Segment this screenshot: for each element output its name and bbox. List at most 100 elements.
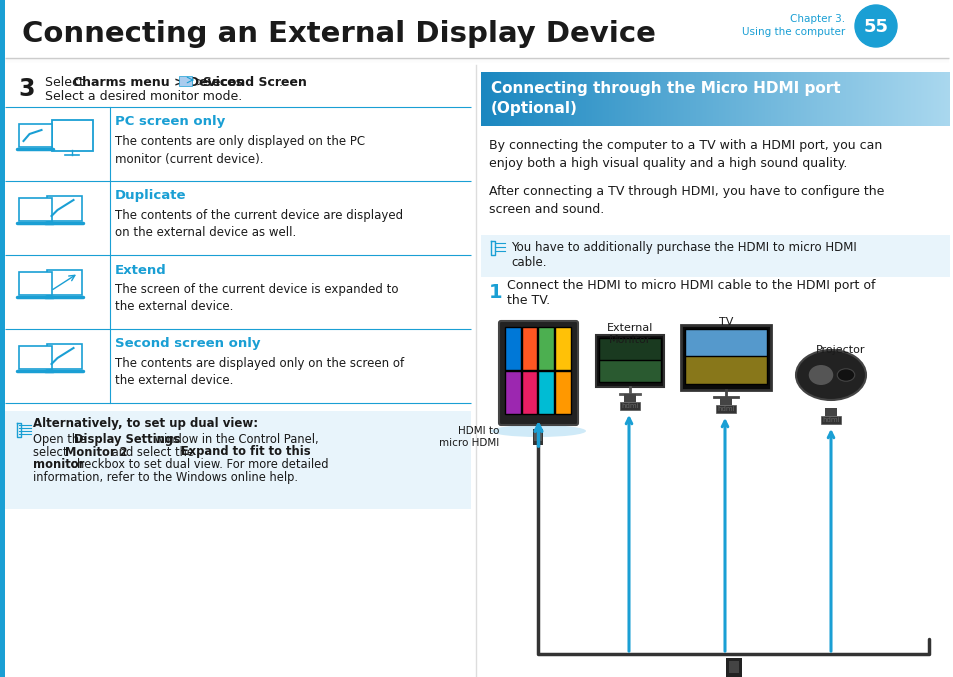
FancyBboxPatch shape — [760, 72, 761, 126]
Text: Connect the HDMI to micro HDMI cable to the HDMI port of: Connect the HDMI to micro HDMI cable to … — [506, 280, 875, 292]
Text: Second screen only: Second screen only — [115, 338, 260, 351]
FancyBboxPatch shape — [491, 72, 492, 126]
FancyBboxPatch shape — [858, 72, 859, 126]
FancyBboxPatch shape — [538, 72, 539, 126]
FancyBboxPatch shape — [767, 72, 768, 126]
FancyBboxPatch shape — [677, 72, 678, 126]
FancyBboxPatch shape — [722, 72, 723, 126]
FancyBboxPatch shape — [595, 72, 596, 126]
FancyBboxPatch shape — [521, 327, 537, 370]
Text: The contents are displayed only on the screen of
the external device.: The contents are displayed only on the s… — [115, 357, 404, 387]
FancyBboxPatch shape — [941, 72, 942, 126]
FancyBboxPatch shape — [586, 72, 587, 126]
FancyBboxPatch shape — [730, 72, 731, 126]
Text: Second Screen: Second Screen — [203, 77, 307, 89]
FancyBboxPatch shape — [494, 72, 495, 126]
FancyBboxPatch shape — [917, 72, 918, 126]
FancyBboxPatch shape — [498, 321, 578, 425]
Text: the TV.: the TV. — [506, 294, 550, 307]
FancyBboxPatch shape — [580, 72, 581, 126]
FancyBboxPatch shape — [544, 72, 545, 126]
FancyBboxPatch shape — [939, 72, 940, 126]
FancyBboxPatch shape — [698, 72, 699, 126]
FancyBboxPatch shape — [695, 72, 696, 126]
Text: HDMI to
micro HDMI: HDMI to micro HDMI — [438, 426, 498, 448]
FancyBboxPatch shape — [687, 72, 688, 126]
FancyBboxPatch shape — [929, 72, 930, 126]
FancyBboxPatch shape — [657, 72, 658, 126]
FancyBboxPatch shape — [716, 72, 717, 126]
FancyBboxPatch shape — [0, 0, 5, 677]
FancyBboxPatch shape — [547, 72, 548, 126]
FancyBboxPatch shape — [709, 72, 710, 126]
Text: Alternatively, to set up dual view:: Alternatively, to set up dual view: — [33, 418, 258, 431]
Text: (Optional): (Optional) — [491, 100, 578, 116]
FancyBboxPatch shape — [720, 72, 721, 126]
FancyBboxPatch shape — [883, 72, 884, 126]
FancyBboxPatch shape — [658, 72, 659, 126]
Text: Open the: Open the — [33, 433, 90, 445]
FancyBboxPatch shape — [502, 72, 503, 126]
FancyBboxPatch shape — [863, 72, 864, 126]
FancyBboxPatch shape — [543, 72, 544, 126]
FancyBboxPatch shape — [911, 72, 912, 126]
FancyBboxPatch shape — [499, 72, 500, 126]
FancyBboxPatch shape — [864, 72, 865, 126]
FancyBboxPatch shape — [573, 72, 574, 126]
FancyBboxPatch shape — [526, 72, 527, 126]
FancyBboxPatch shape — [795, 72, 796, 126]
FancyBboxPatch shape — [699, 72, 700, 126]
Text: cable.: cable. — [511, 257, 546, 269]
FancyBboxPatch shape — [500, 72, 501, 126]
FancyBboxPatch shape — [780, 72, 781, 126]
Text: The contents are only displayed on the PC
monitor (current device).: The contents are only displayed on the P… — [115, 135, 365, 165]
FancyBboxPatch shape — [540, 72, 541, 126]
FancyBboxPatch shape — [555, 72, 556, 126]
FancyBboxPatch shape — [793, 72, 794, 126]
FancyBboxPatch shape — [525, 72, 526, 126]
Ellipse shape — [808, 365, 832, 385]
FancyBboxPatch shape — [689, 72, 690, 126]
Text: hdmi: hdmi — [620, 403, 639, 409]
FancyBboxPatch shape — [842, 72, 843, 126]
FancyBboxPatch shape — [865, 72, 866, 126]
FancyBboxPatch shape — [854, 72, 855, 126]
Text: select: select — [33, 445, 71, 458]
FancyBboxPatch shape — [520, 72, 521, 126]
FancyBboxPatch shape — [769, 72, 770, 126]
FancyBboxPatch shape — [654, 72, 655, 126]
FancyBboxPatch shape — [909, 72, 910, 126]
Text: 3: 3 — [18, 77, 34, 101]
FancyBboxPatch shape — [581, 72, 582, 126]
FancyBboxPatch shape — [853, 72, 854, 126]
FancyBboxPatch shape — [554, 72, 555, 126]
FancyBboxPatch shape — [640, 72, 641, 126]
FancyBboxPatch shape — [662, 72, 663, 126]
FancyBboxPatch shape — [623, 72, 624, 126]
FancyBboxPatch shape — [870, 72, 871, 126]
FancyBboxPatch shape — [882, 72, 883, 126]
FancyBboxPatch shape — [942, 72, 943, 126]
Text: hdmi: hdmi — [821, 417, 839, 423]
FancyBboxPatch shape — [888, 72, 889, 126]
FancyBboxPatch shape — [859, 72, 861, 126]
FancyBboxPatch shape — [569, 72, 571, 126]
FancyBboxPatch shape — [848, 72, 849, 126]
FancyBboxPatch shape — [681, 72, 682, 126]
FancyBboxPatch shape — [577, 72, 578, 126]
Text: Select: Select — [45, 77, 88, 89]
FancyBboxPatch shape — [855, 72, 856, 126]
FancyBboxPatch shape — [594, 72, 595, 126]
FancyBboxPatch shape — [880, 72, 882, 126]
FancyBboxPatch shape — [719, 72, 720, 126]
FancyBboxPatch shape — [889, 72, 890, 126]
FancyBboxPatch shape — [604, 72, 605, 126]
FancyBboxPatch shape — [627, 72, 628, 126]
FancyBboxPatch shape — [634, 72, 635, 126]
FancyBboxPatch shape — [720, 397, 731, 405]
FancyBboxPatch shape — [690, 72, 691, 126]
FancyBboxPatch shape — [659, 72, 660, 126]
FancyBboxPatch shape — [907, 72, 908, 126]
FancyBboxPatch shape — [630, 72, 631, 126]
FancyBboxPatch shape — [563, 72, 564, 126]
